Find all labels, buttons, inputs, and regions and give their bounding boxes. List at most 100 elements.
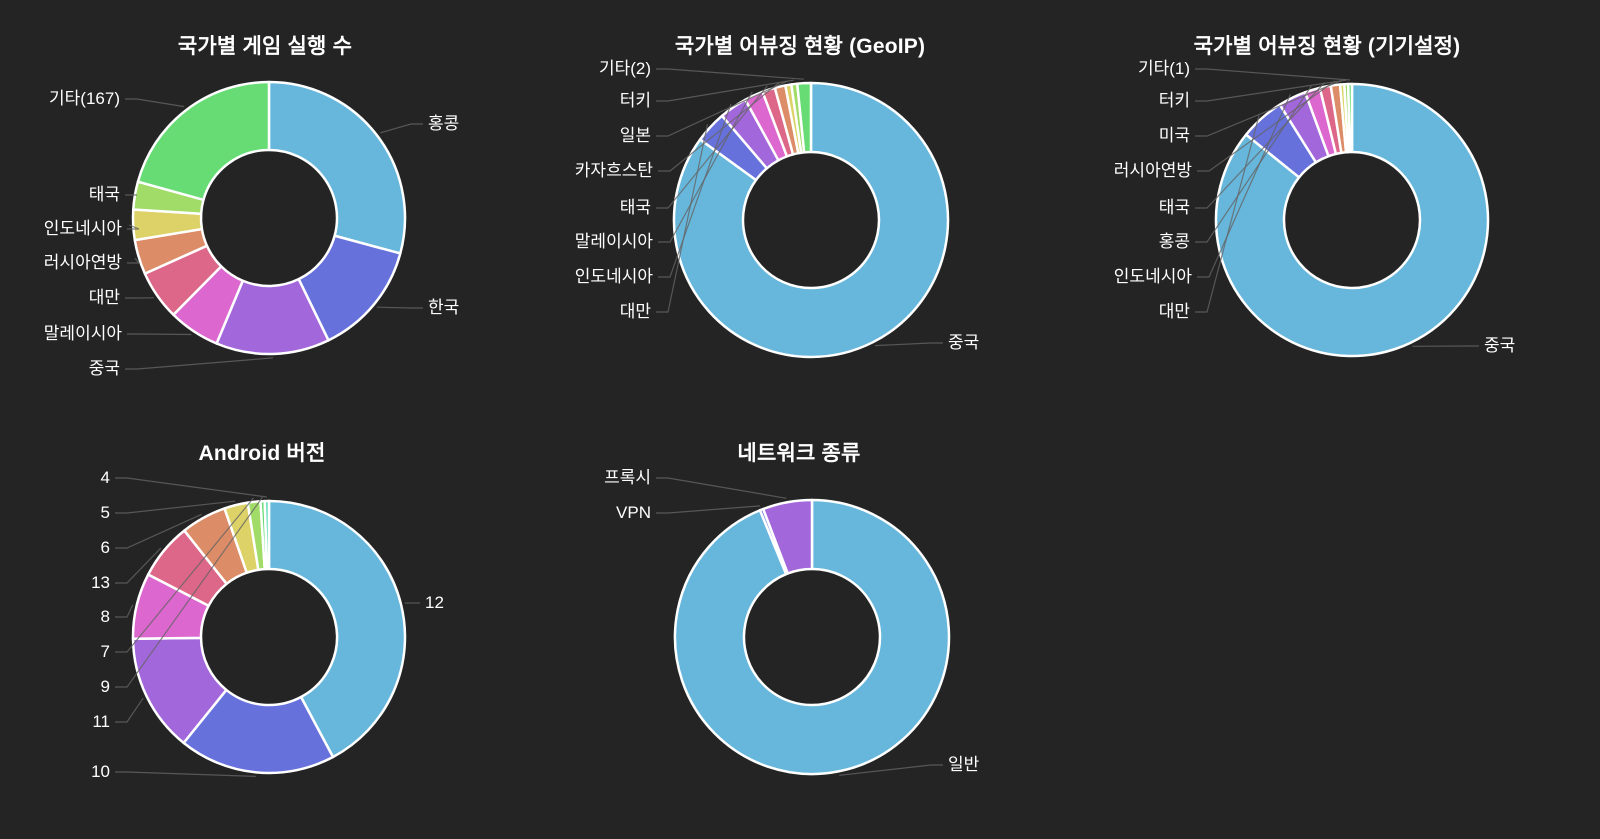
leader-line-abuse-by-country-device-setting-미국 (1195, 79, 1343, 137)
slice-label-android-version-6: 6 (100, 538, 110, 557)
leader-line-android-version-10 (115, 771, 256, 777)
slice-label-abuse-by-country-device-setting-러시아연방: 러시아연방 (1113, 161, 1192, 180)
donut-android-version (131, 499, 407, 775)
slice-label-abuse-by-country-geoip-태국: 태국 (619, 198, 651, 217)
leader-line-android-version-9 (115, 496, 263, 688)
leader-line-abuse-by-country-device-setting-기타(1) (1195, 68, 1351, 81)
donut-abuse-by-country-geoip (672, 81, 950, 359)
slice-label-game-runs-by-country-인도네시아: 인도네시아 (43, 219, 122, 238)
donut-game-runs-by-country (131, 80, 407, 356)
slice-label-network-type-VPN: VPN (616, 503, 651, 522)
slice-label-android-version-9: 9 (100, 677, 110, 696)
slice-game-runs-by-country-기타(167)[interactable] (136, 80, 271, 202)
slice-label-game-runs-by-country-말레이시아: 말레이시아 (43, 324, 122, 343)
slice-label-android-version-8: 8 (100, 607, 110, 626)
slice-label-network-type-프록시: 프록시 (604, 468, 651, 487)
slice-label-abuse-by-country-geoip-말레이시아: 말레이시아 (574, 232, 653, 251)
leader-line-abuse-by-country-device-setting-인도네시아 (1197, 94, 1291, 278)
slice-label-abuse-by-country-device-setting-미국: 미국 (1158, 126, 1190, 145)
leader-line-android-version-5 (115, 500, 236, 514)
slice-label-game-runs-by-country-한국: 한국 (428, 298, 460, 317)
leader-line-abuse-by-country-device-setting-대만 (1195, 115, 1260, 313)
slice-label-game-runs-by-country-러시아연방: 러시아연방 (43, 253, 122, 272)
slice-label-abuse-by-country-device-setting-태국: 태국 (1158, 198, 1190, 217)
leader-lines-network-type (656, 477, 943, 776)
leader-line-game-runs-by-country-기타(167) (125, 98, 185, 108)
leader-line-android-version-11 (115, 697, 144, 723)
slice-label-android-version-12: 12 (425, 593, 444, 612)
donut-abuse-by-country-device-setting (1214, 82, 1490, 358)
slice-label-android-version-5: 5 (100, 503, 110, 522)
slice-label-abuse-by-country-geoip-중국: 중국 (948, 333, 980, 352)
chart-title-android-version: Android 버전 (198, 442, 326, 465)
leader-line-network-type-프록시 (656, 477, 787, 499)
leader-line-android-version-6 (115, 513, 202, 549)
slice-label-abuse-by-country-device-setting-기타(1): 기타(1) (1137, 59, 1190, 78)
slice-label-abuse-by-country-device-setting-대만: 대만 (1158, 302, 1190, 321)
leader-line-abuse-by-country-geoip-터키 (656, 79, 794, 102)
leader-lines-abuse-by-country-geoip (656, 68, 943, 347)
leader-lines-abuse-by-country-device-setting (1195, 68, 1479, 347)
slice-label-android-version-10: 10 (91, 762, 110, 781)
leader-line-abuse-by-country-geoip-기타(2) (656, 68, 804, 80)
leader-line-android-version-4 (115, 477, 267, 498)
slice-label-android-version-13: 13 (91, 573, 110, 592)
chart-title-game-runs-by-country: 국가별 게임 실행 수 (177, 35, 353, 58)
chart-title-abuse-by-country-device-setting: 국가별 어뷰징 현황 (기기설정) (1193, 35, 1461, 58)
leader-line-game-runs-by-country-말레이시아 (127, 333, 192, 336)
slice-label-abuse-by-country-device-setting-중국: 중국 (1484, 336, 1516, 355)
slice-label-game-runs-by-country-대만: 대만 (88, 288, 120, 307)
slice-abuse-by-country-geoip-기타(2)[interactable] (796, 81, 813, 154)
slice-label-game-runs-by-country-중국: 중국 (88, 359, 120, 378)
slice-label-game-runs-by-country-태국: 태국 (88, 185, 120, 204)
slice-label-game-runs-by-country-홍콩: 홍콩 (428, 114, 460, 133)
slice-abuse-by-country-device-setting-기타(1)[interactable] (1346, 82, 1354, 154)
slice-label-abuse-by-country-geoip-대만: 대만 (619, 302, 651, 321)
slice-game-runs-by-country-홍콩[interactable] (267, 80, 407, 255)
slice-label-abuse-by-country-geoip-일본: 일본 (619, 126, 651, 145)
leader-line-game-runs-by-country-중국 (125, 357, 274, 370)
leader-lines-android-version (115, 477, 420, 777)
leader-line-game-runs-by-country-한국 (376, 306, 423, 309)
leader-line-android-version-13 (115, 547, 162, 584)
slice-android-version-4[interactable] (263, 499, 271, 571)
slice-label-android-version-7: 7 (100, 642, 110, 661)
slice-android-version-10[interactable] (182, 688, 335, 775)
leader-line-abuse-by-country-geoip-말레이시아 (658, 91, 753, 243)
slice-android-version-12[interactable] (267, 499, 407, 759)
slice-label-android-version-11: 11 (92, 712, 110, 731)
leader-line-abuse-by-country-device-setting-터키 (1195, 79, 1347, 102)
slice-abuse-by-country-geoip-중국[interactable] (672, 81, 950, 359)
leader-lines-game-runs-by-country (125, 98, 423, 370)
chart-title-abuse-by-country-geoip: 국가별 어뷰징 현황 (GeoIP) (674, 35, 926, 58)
slice-network-type-프록시[interactable] (761, 498, 814, 575)
donut-network-type (673, 498, 951, 776)
slice-label-android-version-4: 4 (100, 468, 110, 487)
leader-line-game-runs-by-country-인도네시아 (127, 224, 140, 230)
leader-line-abuse-by-country-geoip-카자흐스탄 (658, 82, 780, 172)
slice-label-abuse-by-country-geoip-인도네시아: 인도네시아 (574, 267, 653, 286)
leader-line-android-version-8 (115, 604, 134, 618)
slice-network-type-일반[interactable] (673, 498, 951, 776)
slice-abuse-by-country-device-setting-중국[interactable] (1214, 82, 1490, 358)
slice-label-abuse-by-country-device-setting-인도네시아: 인도네시아 (1113, 267, 1192, 286)
leader-line-android-version-7 (115, 497, 255, 653)
leader-line-abuse-by-country-device-setting-러시아연방 (1197, 80, 1336, 172)
leader-line-network-type-VPN (656, 505, 761, 514)
leader-line-abuse-by-country-geoip-중국 (874, 342, 943, 347)
slice-label-abuse-by-country-geoip-터키: 터키 (619, 91, 651, 110)
chart-title-network-type: 네트워크 종류 (737, 442, 861, 465)
slice-label-game-runs-by-country-기타(167): 기타(167) (49, 89, 120, 108)
slice-label-network-type-일반: 일반 (948, 755, 980, 774)
leader-line-abuse-by-country-geoip-대만 (656, 124, 709, 313)
slice-label-abuse-by-country-geoip-기타(2): 기타(2) (598, 59, 651, 78)
slice-label-abuse-by-country-geoip-카자흐스탄: 카자흐스탄 (574, 161, 653, 180)
slice-label-abuse-by-country-device-setting-터키: 터키 (1158, 91, 1190, 110)
slice-label-abuse-by-country-device-setting-홍콩: 홍콩 (1158, 232, 1190, 251)
leader-line-game-runs-by-country-홍콩 (380, 123, 423, 134)
leader-line-game-runs-by-country-러시아연방 (127, 257, 141, 264)
leader-line-abuse-by-country-geoip-태국 (656, 85, 768, 209)
leader-line-abuse-by-country-device-setting-홍콩 (1195, 85, 1312, 243)
